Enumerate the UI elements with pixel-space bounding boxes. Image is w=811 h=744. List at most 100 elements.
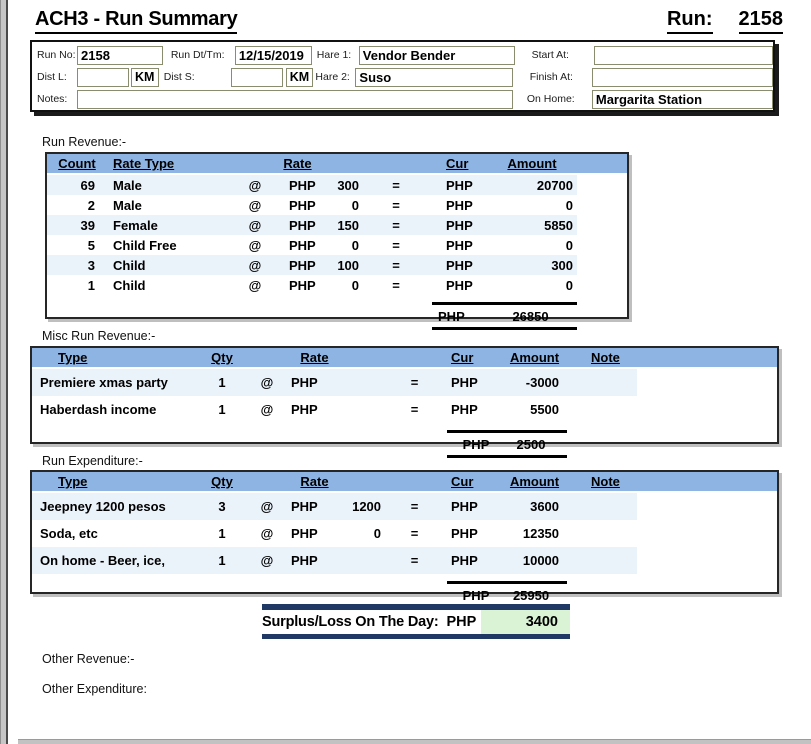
misc-revenue-table-box: Type Qty Rate Cur Amount Note Premiere x… [30, 346, 779, 458]
table-row: Jeepney 1200 pesos 3 @ PHP 1200 = PHP 3600 [32, 492, 778, 520]
surplus-top-rule [262, 604, 570, 610]
dist-l-field[interactable] [77, 67, 129, 87]
window-left-border [0, 0, 8, 744]
table-cell: 1200 [352, 499, 382, 514]
surplus-row: Surplus/Loss On The Day: PHP 3400 [262, 610, 570, 634]
run-info-row-1: Run No: 2158 Run Dt/Tm: 12/15/2019 Hare … [37, 44, 773, 66]
table-cell: @ [260, 402, 274, 417]
dist-s-unit: KM [285, 67, 314, 87]
surplus-amount: 3400 [481, 610, 570, 634]
spacer-row [32, 574, 777, 583]
table-cell: 0 [373, 526, 382, 541]
table-cell [567, 492, 637, 520]
table-cell: 39 [80, 217, 95, 233]
run-dt-label: Run Dt/Tm: [170, 49, 225, 61]
run-info-row-3: Notes: On Home: Margarita Station [37, 88, 773, 110]
table-cell: PHP [446, 197, 473, 213]
table-cell: 0 [351, 197, 360, 213]
table-cell: Female [113, 217, 158, 233]
table-cell: On home - Beer, ice, [40, 553, 165, 568]
table-cell: = [392, 217, 400, 233]
table-cell: PHP [451, 499, 478, 514]
spacer-row [47, 295, 627, 304]
table-cell [567, 368, 637, 396]
run-revenue-total-amount: 26850 [487, 302, 578, 330]
table-cell: PHP [446, 177, 473, 193]
table-cell: 1 [218, 526, 226, 541]
run-expenditure-section-label: Run Expenditure:- [42, 454, 143, 468]
table-cell: Haberdash income [40, 402, 157, 417]
table-cell: 5 [87, 237, 95, 253]
page-title: ACH3 - Run Summary [35, 8, 238, 34]
misc-revenue-header-row: Type Qty Rate Cur Amount Note [32, 348, 778, 368]
table-cell: 1 [87, 277, 95, 293]
table-cell: 0 [565, 277, 574, 293]
table-cell: @ [260, 375, 274, 390]
run-no-field[interactable]: 2158 [77, 45, 163, 65]
run-header: Run: 2158 [666, 8, 783, 34]
table-cell: 1 [218, 402, 226, 417]
table-cell: 300 [551, 257, 574, 273]
finish-at-field[interactable] [591, 67, 774, 87]
table-cell: 3 [218, 499, 226, 514]
table-cell: 3600 [530, 499, 560, 514]
other-expenditure-section-label: Other Expenditure: [42, 682, 147, 696]
table-cell: PHP [446, 237, 473, 253]
table-cell: PHP [451, 402, 478, 417]
run-expenditure-header-row: Type Qty Rate Cur Amount Note [32, 472, 778, 492]
table-cell: 2 [87, 197, 95, 213]
table-cell: PHP [451, 553, 478, 568]
table-row: Premiere xmas party 1 @ PHP = PHP -3000 [32, 368, 778, 396]
table-row: Soda, etc 1 @ PHP 0 = PHP 12350 [32, 520, 778, 547]
dist-s-field[interactable] [230, 67, 283, 87]
table-cell: PHP [289, 277, 316, 293]
table-cell: 1 [218, 375, 226, 390]
table-row: On home - Beer, ice, 1 @ PHP = PHP 10000 [32, 547, 778, 574]
table-cell: @ [260, 526, 274, 541]
run-revenue-total-cur: PHP [432, 302, 488, 330]
table-cell: @ [248, 237, 262, 253]
start-at-field[interactable] [593, 45, 773, 65]
table-cell: PHP [451, 526, 478, 541]
run-dt-field[interactable]: 12/15/2019 [234, 45, 312, 65]
table-cell: PHP [446, 277, 473, 293]
dist-l-label: Dist L: [37, 71, 67, 83]
table-cell [567, 520, 637, 547]
hare2-field[interactable]: Suso [355, 67, 513, 87]
table-cell: PHP [291, 499, 318, 514]
surplus-bottom-rule [262, 634, 570, 639]
window-bottom-border [18, 739, 811, 744]
table-cell: PHP [446, 257, 473, 273]
col-header-note: Note [591, 350, 620, 365]
dist-s-label: Dist S: [163, 71, 195, 83]
run-revenue-section-label: Run Revenue:- [42, 135, 127, 149]
table-cell: PHP [289, 237, 316, 253]
hare1-field[interactable]: Vendor Bender [358, 45, 515, 65]
table-cell: PHP [289, 217, 316, 233]
table-cell [567, 547, 637, 574]
finish-at-label: Finish At: [529, 71, 573, 83]
run-revenue-table: Count Rate Type Rate Cur Amount 69 Male @ P… [47, 154, 628, 330]
run-revenue-body: 69 Male @ PHP 300 = PHP 20700 2 Male @ PHP 0 = PHP 0 39 F… [47, 174, 628, 295]
table-row: 5 Child Free @ PHP 0 = PHP 0 [47, 235, 628, 255]
misc-revenue-total-amount: 2500 [502, 430, 568, 458]
col-header-rate-type: Rate Type [113, 156, 175, 171]
table-cell: Soda, etc [40, 526, 98, 541]
table-cell: PHP [291, 402, 318, 417]
table-cell: 0 [565, 237, 574, 253]
table-cell: = [410, 526, 419, 541]
table-cell: 69 [80, 177, 95, 193]
on-home-field[interactable]: Margarita Station [591, 89, 773, 109]
table-cell: Male [113, 177, 142, 193]
table-cell: 100 [337, 257, 360, 273]
col-header-amount: Amount [509, 350, 560, 365]
col-header-type: Type [58, 474, 88, 489]
table-cell: PHP [291, 553, 318, 568]
table-cell: @ [248, 177, 262, 193]
hare2-label: Hare 2: [315, 71, 350, 83]
table-cell: @ [248, 217, 262, 233]
table-cell: 150 [337, 217, 360, 233]
table-row: 69 Male @ PHP 300 = PHP 20700 [47, 174, 628, 195]
notes-field[interactable] [77, 89, 513, 109]
